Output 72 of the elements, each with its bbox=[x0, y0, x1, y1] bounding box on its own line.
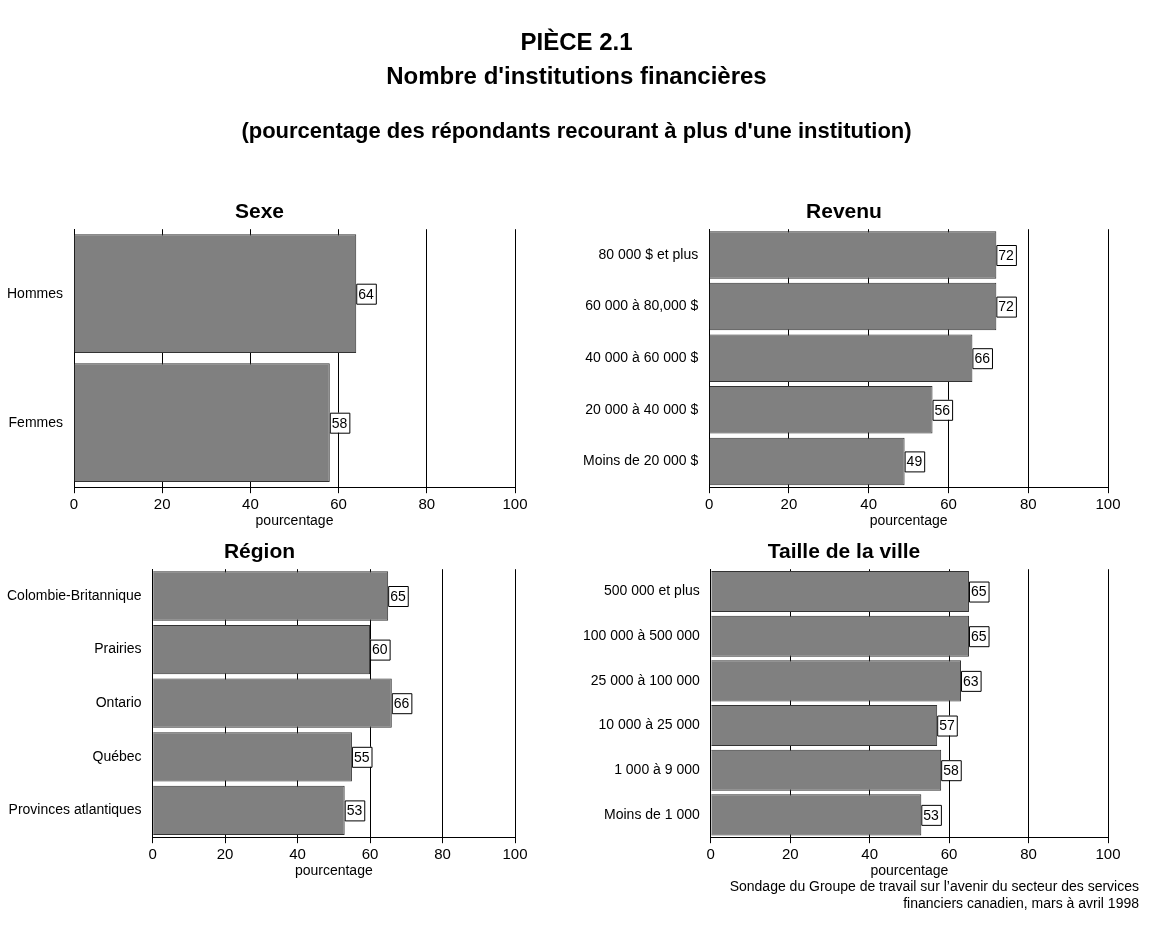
data-label: 56 bbox=[934, 401, 951, 418]
x-tick-label: 60 bbox=[940, 845, 958, 863]
x-tick-label: 20 bbox=[781, 845, 799, 863]
x-tick-label: 40 bbox=[289, 845, 306, 863]
y-tick-label: Prairies bbox=[94, 640, 142, 657]
x-tick-label: 0 bbox=[705, 495, 714, 513]
x-axis-title: pourcentage bbox=[294, 862, 373, 879]
data-label: 72 bbox=[998, 246, 1015, 263]
chart-title: Revenu bbox=[806, 199, 882, 223]
y-tick-label: 10 000 à 25 000 bbox=[598, 716, 700, 733]
data-label: 55 bbox=[353, 748, 370, 765]
x-tick-label: 80 bbox=[434, 845, 451, 863]
x-tick-label: 100 bbox=[1095, 495, 1121, 513]
data-label: 64 bbox=[358, 285, 375, 302]
data-label: 58 bbox=[331, 414, 348, 431]
x-axis-title: pourcentage bbox=[255, 512, 334, 529]
y-tick-label: 60 000 à 80,000 $ bbox=[585, 297, 699, 314]
text: PIÈCE 2.1 bbox=[519, 28, 634, 56]
y-tick-label: Ontario bbox=[95, 694, 142, 711]
text: Nombre d'institutions financières bbox=[385, 62, 768, 90]
data-label: 65 bbox=[970, 628, 987, 645]
x-tick-label: 40 bbox=[861, 845, 879, 863]
x-axis-title: pourcentage bbox=[870, 862, 949, 879]
x-tick-label: 80 bbox=[1020, 845, 1037, 863]
text: Sondage du Groupe de travail sur l’avenir du secteur des services financiers canadien, mars à avril 1998 bbox=[728, 878, 1139, 912]
data-label: 58 bbox=[943, 762, 959, 779]
y-tick-label: 40 000 à 60 000 $ bbox=[585, 349, 699, 366]
text: (pourcentage des répondants recourant à plus d'une institution) bbox=[240, 118, 913, 144]
x-tick-label: 0 bbox=[706, 845, 715, 863]
data-label: 60 bbox=[372, 641, 388, 658]
data-label: 66 bbox=[974, 350, 991, 367]
chart-title: Sexe bbox=[234, 199, 285, 223]
y-tick-label: 20 000 à 40 000 $ bbox=[585, 400, 699, 417]
data-label: 63 bbox=[963, 672, 979, 689]
x-tick-label: 60 bbox=[330, 495, 347, 513]
y-tick-label: 500 000 et plus bbox=[604, 582, 700, 599]
x-tick-label: 0 bbox=[69, 495, 79, 513]
y-tick-label: Provinces atlantiques bbox=[8, 801, 142, 818]
data-label: 53 bbox=[346, 802, 363, 819]
y-tick-label: 1 000 à 9 000 bbox=[614, 761, 700, 778]
chart-title: Région bbox=[223, 539, 296, 563]
x-tick-label: 100 bbox=[502, 495, 528, 513]
y-tick-label: Moins de 20 000 $ bbox=[582, 452, 699, 469]
data-label: 57 bbox=[939, 717, 955, 734]
y-tick-label: 25 000 à 100 000 bbox=[590, 671, 700, 688]
data-label: 72 bbox=[998, 298, 1015, 315]
y-tick-label: Québec bbox=[92, 747, 142, 764]
y-tick-label: Hommes bbox=[6, 284, 64, 301]
x-tick-label: 60 bbox=[361, 845, 379, 863]
x-tick-label: 40 bbox=[242, 495, 259, 513]
chart-title: Taille de la ville bbox=[767, 539, 921, 563]
x-tick-label: 60 bbox=[940, 495, 957, 513]
y-tick-label: Colombie-Britannique bbox=[6, 586, 142, 603]
y-tick-label: Femmes bbox=[8, 413, 64, 430]
x-tick-label: 80 bbox=[1019, 495, 1037, 513]
x-axis-title: pourcentage bbox=[869, 512, 948, 529]
data-label: 65 bbox=[390, 587, 406, 604]
x-tick-label: 20 bbox=[780, 495, 798, 513]
x-tick-label: 40 bbox=[860, 495, 878, 513]
x-tick-label: 20 bbox=[153, 495, 171, 513]
x-tick-label: 100 bbox=[502, 845, 528, 863]
y-tick-label: Moins de 1 000 bbox=[604, 805, 700, 822]
data-label: 66 bbox=[393, 695, 410, 712]
y-tick-label: 100 000 à 500 000 bbox=[583, 627, 700, 644]
x-tick-label: 80 bbox=[418, 495, 436, 513]
data-label: 53 bbox=[923, 806, 940, 823]
x-tick-label: 100 bbox=[1095, 845, 1121, 863]
x-tick-label: 0 bbox=[148, 845, 157, 863]
data-label: 49 bbox=[906, 453, 923, 470]
x-tick-label: 20 bbox=[216, 845, 234, 863]
data-label: 65 bbox=[970, 583, 987, 600]
y-tick-label: 80 000 $ et plus bbox=[598, 245, 699, 262]
